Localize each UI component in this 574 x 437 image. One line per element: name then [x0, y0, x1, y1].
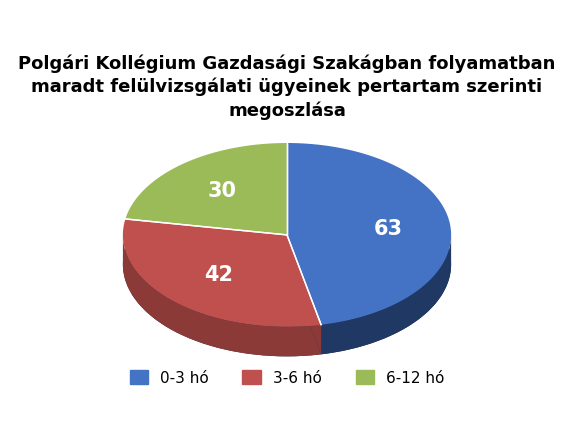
Legend: 0-3 hó, 3-6 hó, 6-12 hó: 0-3 hó, 3-6 hó, 6-12 hó	[123, 364, 451, 392]
Polygon shape	[123, 235, 321, 356]
Polygon shape	[321, 236, 451, 354]
Text: Polgári Kollégium Gazdasági Szakágban folyamatban
maradt felülvizsgálati ügyeine: Polgári Kollégium Gazdasági Szakágban fo…	[18, 54, 556, 120]
Text: 42: 42	[204, 264, 233, 284]
Text: 63: 63	[374, 219, 403, 239]
Polygon shape	[123, 219, 321, 327]
Polygon shape	[287, 235, 321, 354]
Polygon shape	[287, 143, 451, 325]
Polygon shape	[125, 143, 287, 235]
Ellipse shape	[123, 173, 451, 356]
Text: 30: 30	[207, 181, 236, 201]
Polygon shape	[287, 235, 321, 354]
